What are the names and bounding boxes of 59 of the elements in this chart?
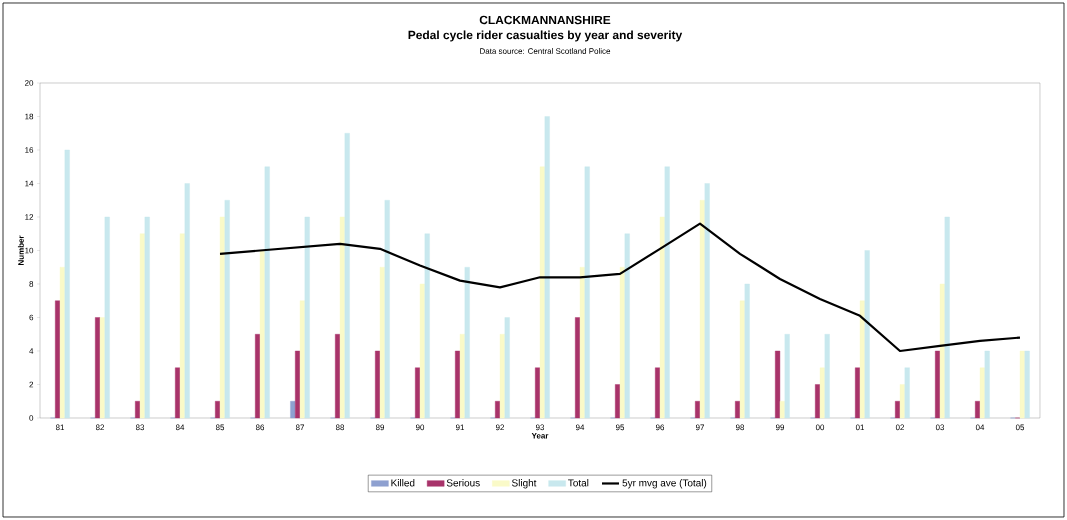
bar	[139, 233, 145, 419]
bar	[459, 334, 465, 419]
bar	[544, 116, 550, 419]
bar	[64, 149, 70, 419]
chart-title: CLACKMANNANSHIRE	[479, 15, 611, 25]
bar	[579, 267, 585, 419]
bar	[784, 334, 790, 419]
chart-subtitle: Pedal cycle rider casualties by year and severity	[408, 30, 683, 42]
bar	[779, 401, 785, 419]
bar	[744, 283, 750, 419]
legend-label: 5yr mvg ave (Total)	[622, 479, 707, 489]
bar	[464, 267, 470, 419]
bar	[944, 216, 950, 419]
bar	[624, 233, 630, 419]
bar	[984, 350, 990, 419]
bar	[344, 133, 350, 419]
bar	[259, 250, 265, 419]
bar	[499, 334, 505, 419]
bar	[1019, 350, 1025, 419]
bar	[739, 300, 745, 419]
bar	[339, 216, 345, 419]
bar	[59, 267, 65, 419]
bar	[264, 166, 270, 419]
bar	[504, 317, 510, 419]
bar	[379, 267, 385, 419]
bar	[659, 216, 665, 419]
legend-label: Killed	[391, 479, 415, 487]
bar	[619, 267, 625, 419]
bar	[939, 283, 945, 419]
bar	[699, 200, 705, 419]
bar	[979, 367, 985, 419]
bar	[859, 300, 865, 419]
bar	[179, 233, 185, 419]
legend-label: Slight	[511, 479, 537, 489]
bar	[219, 216, 225, 419]
bar	[775, 350, 781, 419]
bar	[584, 166, 590, 419]
bar	[664, 166, 670, 419]
bar	[104, 216, 110, 419]
bar	[184, 183, 190, 419]
bar	[419, 283, 425, 419]
bar	[384, 200, 390, 419]
bar	[539, 166, 545, 419]
bar	[144, 216, 150, 419]
bar	[899, 384, 905, 419]
bar	[819, 367, 825, 419]
bar	[864, 250, 870, 419]
bar	[224, 200, 230, 419]
bar	[99, 317, 105, 419]
bar	[304, 216, 310, 419]
bar	[299, 300, 305, 419]
legend-label: Serious	[446, 479, 480, 487]
bar	[904, 367, 910, 419]
bar	[824, 334, 830, 419]
bar	[704, 183, 710, 419]
bar	[290, 401, 296, 419]
bar	[424, 233, 430, 419]
legend-label: Total	[568, 479, 589, 487]
bar	[1024, 350, 1030, 419]
